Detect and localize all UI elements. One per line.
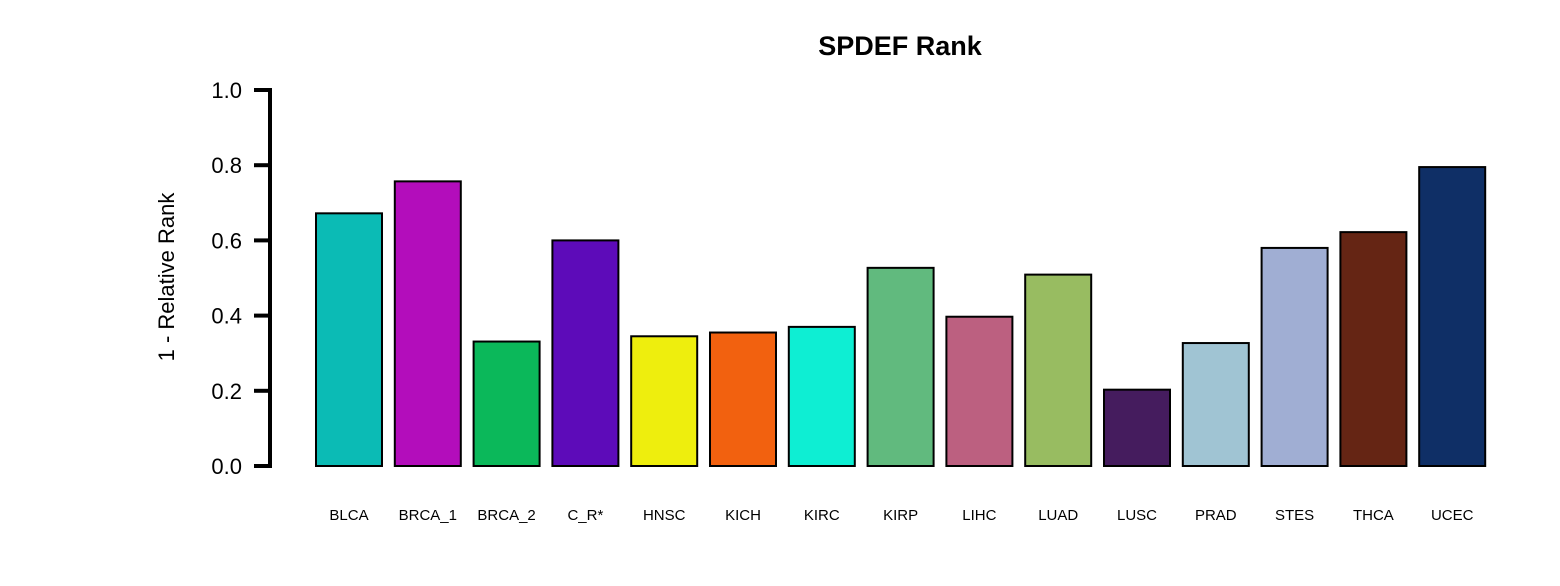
bar-kich	[709, 331, 777, 467]
y-axis-label: 1 - Relative Rank	[154, 192, 179, 362]
x-tick-label: BRCA_1	[399, 507, 457, 524]
bar-blca	[315, 212, 383, 467]
bar-brca-2	[472, 340, 541, 468]
y-tick-label: 0.4	[211, 304, 242, 329]
bar-kirp	[866, 266, 935, 467]
x-tick-label: HNSC	[643, 507, 686, 524]
x-tick-label: KIRP	[883, 507, 918, 524]
bar-luad	[1024, 273, 1093, 467]
y-tick-label: 0.6	[211, 228, 242, 253]
bar-thca	[1339, 231, 1408, 467]
bar-ucec	[1418, 166, 1487, 468]
x-tick-label: KIRC	[804, 507, 840, 524]
x-tick-label: PRAD	[1195, 507, 1237, 524]
bar-brca-1	[393, 180, 462, 467]
bar-stes	[1260, 246, 1329, 467]
x-tick-label: STES	[1275, 507, 1314, 524]
y-tick-label: 0.0	[211, 454, 242, 479]
bars-group	[315, 166, 1487, 468]
x-tick-label: LUSC	[1117, 507, 1157, 524]
bar-prad	[1181, 342, 1250, 468]
x-tick-label: THCA	[1353, 507, 1394, 524]
x-tick-label: C_R*	[567, 507, 603, 524]
x-tick-label: BLCA	[329, 507, 368, 524]
x-tick-label: BRCA_2	[477, 507, 535, 524]
x-tick-labels: BLCA BRCA_1 BRCA_2 C_R* HNSC KICH KIRC KIRP LIHC…	[329, 507, 1473, 524]
chart-title: SPDEF Rank	[818, 31, 983, 61]
x-tick-label: LUAD	[1038, 507, 1078, 524]
bar-lihc	[945, 315, 1014, 467]
bar-kirc	[787, 325, 856, 467]
x-tick-label: KICH	[725, 507, 761, 524]
x-tick-label: UCEC	[1431, 507, 1474, 524]
y-tick-label: 0.8	[211, 153, 242, 178]
y-tick-label: 0.2	[211, 379, 242, 404]
x-tick-label: LIHC	[962, 507, 996, 524]
y-axis: 0.0 0.2 0.4 0.6 0.8 1.0	[211, 78, 272, 479]
bar-hnsc	[630, 335, 699, 467]
y-tick-label: 1.0	[211, 78, 242, 103]
bar-c-r	[551, 239, 620, 467]
bar-lusc	[1103, 388, 1171, 467]
